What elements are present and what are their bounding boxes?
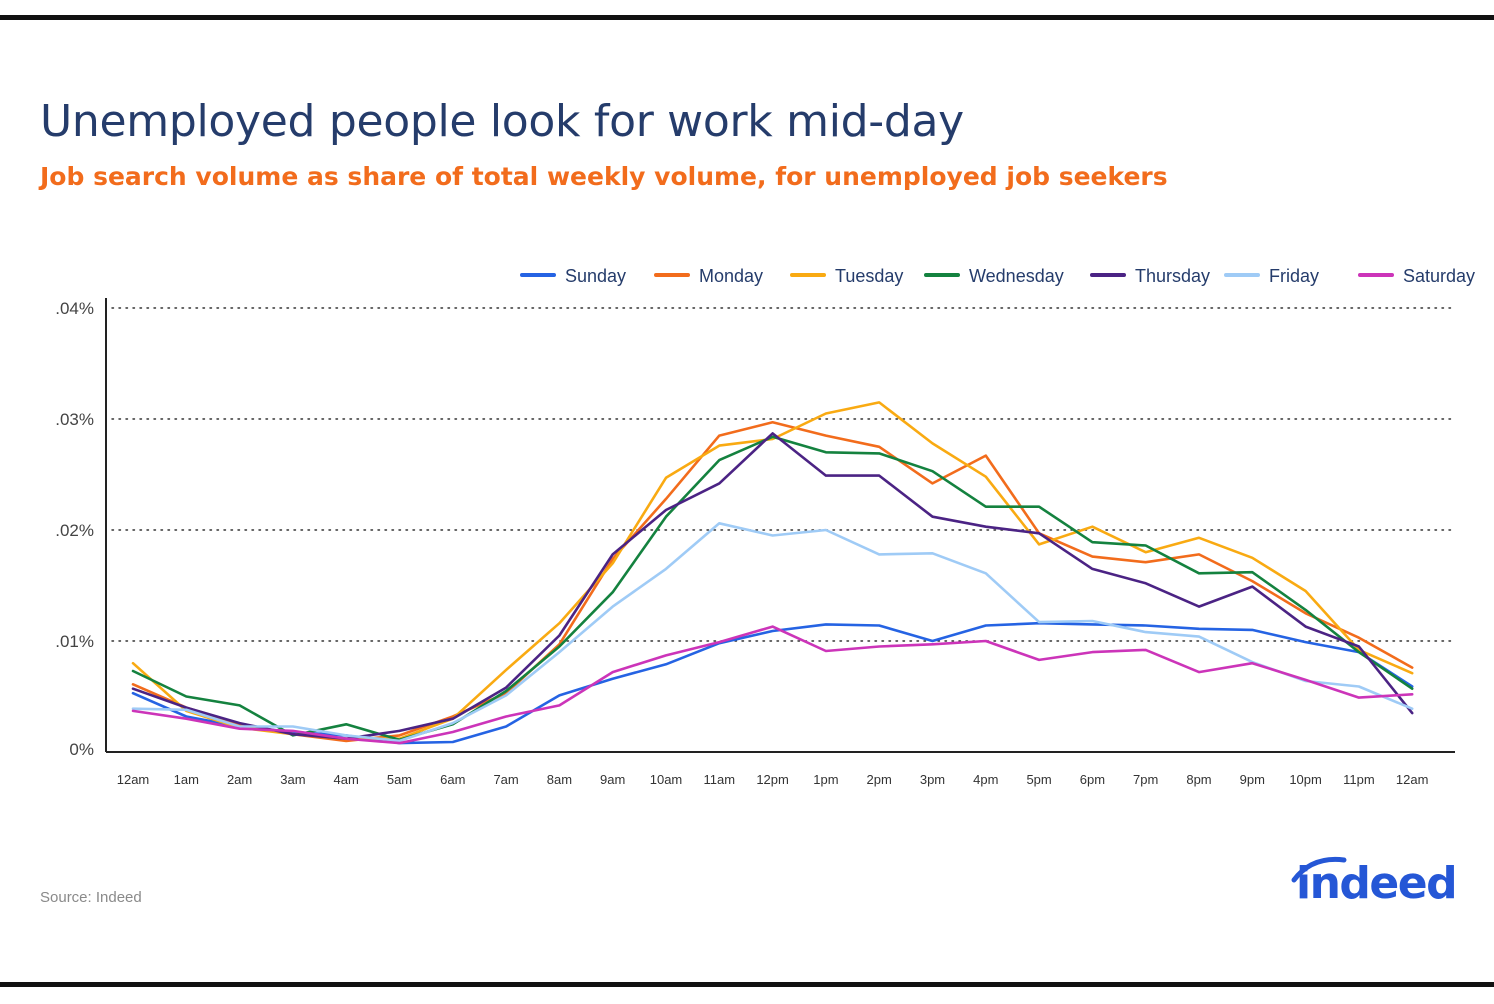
x-tick-label: 2am xyxy=(227,772,252,787)
series-line-sunday xyxy=(131,621,1414,745)
x-tick-label: 4am xyxy=(334,772,359,787)
series-line-thursday xyxy=(131,432,1414,741)
legend-label-friday: Friday xyxy=(1269,266,1319,286)
x-tick-label: 8pm xyxy=(1186,772,1211,787)
legend-label-monday: Monday xyxy=(699,266,763,286)
y-tick-labels: 0% .01% .02% .03% .04% xyxy=(55,299,94,759)
chart-subtitle: Job search volume as share of total week… xyxy=(40,162,1168,191)
y-tick-label: .03% xyxy=(55,410,94,429)
x-tick-label: 9am xyxy=(600,772,625,787)
series-line-tuesday xyxy=(131,401,1414,741)
x-tick-label: 8am xyxy=(547,772,572,787)
x-tick-label: 5am xyxy=(387,772,412,787)
x-tick-label: 4pm xyxy=(973,772,998,787)
x-tick-label: 7pm xyxy=(1133,772,1158,787)
x-tick-label: 7am xyxy=(493,772,518,787)
x-tick-label: 1am xyxy=(174,772,199,787)
x-tick-label: 12am xyxy=(1396,772,1429,787)
x-tick-label: 11pm xyxy=(1343,772,1375,787)
series-line-saturday xyxy=(131,625,1414,745)
legend-label-sunday: Sunday xyxy=(565,266,626,286)
x-tick-label: 6pm xyxy=(1080,772,1105,787)
source-note: Source: Indeed xyxy=(40,889,142,906)
x-tick-label: 2pm xyxy=(867,772,892,787)
legend-label-saturday: Saturday xyxy=(1403,266,1475,286)
x-tick-labels: 12am 1am 2am 3am 4am 5am 6am 7am 8am 9am 10am 11am 1… xyxy=(117,772,1429,787)
x-tick-label: 10pm xyxy=(1289,772,1322,787)
series-line-friday xyxy=(131,521,1414,743)
series-line-monday xyxy=(131,420,1414,743)
y-tick-label: .02% xyxy=(55,521,94,540)
x-tick-label: 9pm xyxy=(1240,772,1265,787)
y-tick-label: .04% xyxy=(55,299,94,318)
x-tick-label: 1pm xyxy=(813,772,838,787)
x-tick-label: 5pm xyxy=(1026,772,1051,787)
x-tick-label: 6am xyxy=(440,772,465,787)
logo-arc-icon xyxy=(1291,856,1347,883)
series-lines xyxy=(131,401,1414,745)
x-tick-label: 3pm xyxy=(920,772,945,787)
y-tick-label: .01% xyxy=(55,632,94,651)
top-border-rule xyxy=(0,15,1494,20)
x-tick-label: 12pm xyxy=(756,772,789,787)
logo-wordmark: indeed xyxy=(1296,858,1458,909)
legend-label-wednesday: Wednesday xyxy=(969,266,1064,286)
series-line-wednesday xyxy=(131,435,1414,742)
axes xyxy=(105,298,1455,753)
x-tick-label: 11am xyxy=(704,772,736,787)
chart-title: Unemployed people look for work mid-day xyxy=(40,96,964,147)
bottom-border-rule xyxy=(0,982,1494,987)
x-tick-label: 10am xyxy=(650,772,683,787)
legend: Sunday Monday Tuesday Wednesday Thursday Frid… xyxy=(520,266,1475,286)
grid-lines xyxy=(111,307,1456,642)
x-tick-label: 12am xyxy=(117,772,150,787)
indeed-logo: indeed xyxy=(1288,852,1460,916)
legend-label-thursday: Thursday xyxy=(1135,266,1210,286)
x-tick-label: 3am xyxy=(280,772,305,787)
y-tick-label: 0% xyxy=(69,740,94,759)
legend-label-tuesday: Tuesday xyxy=(835,266,903,286)
